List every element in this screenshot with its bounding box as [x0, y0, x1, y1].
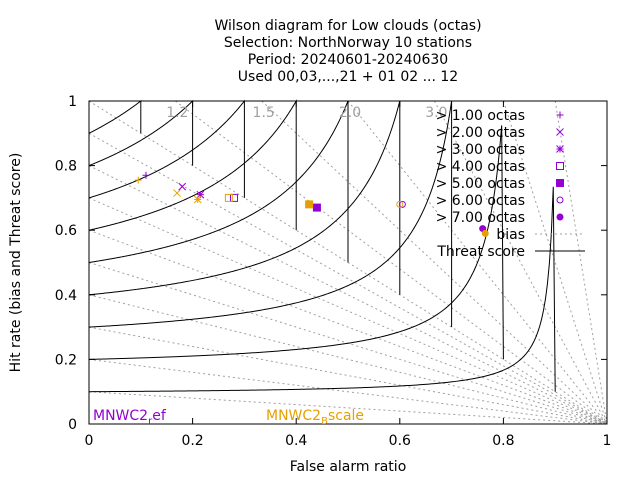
x-tick-label: 0.2 — [181, 433, 203, 449]
threat-score-curve — [88, 100, 349, 264]
y-axis-label: Hit rate (bias and Threat score) — [8, 153, 24, 373]
x-tick-label: 0.6 — [389, 433, 411, 449]
bias-line — [175, 100, 608, 425]
bias-line — [88, 197, 608, 425]
model-label: MNWC2Bscale — [266, 408, 364, 427]
legend-entry: > 3.00 octas — [436, 142, 525, 158]
point-marker-open-square — [230, 193, 239, 202]
y-tick-label: 1 — [68, 94, 77, 110]
threat-score-lines — [88, 99, 556, 393]
x-axis-label: False alarm ratio — [290, 459, 407, 475]
x-tick-label: 0 — [85, 433, 94, 449]
bias-label: 1.5 — [253, 105, 275, 121]
plot-frame — [88, 100, 608, 425]
bias-line — [433, 100, 608, 425]
point-marker-filled-circle — [556, 213, 564, 221]
chart-title: Wilson diagram for Low clouds (octas)Sel… — [214, 18, 481, 85]
model-labels: MNWC2ref MNWC2Bscale — [93, 408, 364, 427]
y-tick-label: 0.6 — [55, 223, 77, 239]
point-marker-plus — [134, 176, 142, 184]
y-tick-label: 0.4 — [55, 288, 77, 304]
legend-entry: > 4.00 octas — [436, 159, 525, 175]
threat-score-curve — [88, 101, 556, 393]
legend-entry: > 2.00 octas — [436, 125, 525, 141]
x-tick-label: 1 — [603, 433, 612, 449]
point-marker-open-square — [224, 193, 233, 202]
point-marker-cross — [556, 128, 564, 136]
threat-score-curve — [88, 99, 245, 199]
model-label: MNWC2ref — [93, 408, 167, 427]
point-marker-open-circle — [398, 200, 406, 208]
bias-line — [88, 132, 608, 425]
title-line: Used 00,03,...,21 + 01 02 ... 12 — [238, 69, 458, 85]
point-marker-plus — [142, 171, 150, 179]
bias-line — [88, 165, 608, 425]
y-tick-label: 0.8 — [55, 159, 77, 175]
bias-label: 1.2 — [166, 105, 188, 121]
bias-line — [88, 358, 608, 425]
threat-score-curve — [88, 100, 453, 328]
bias-label: 3.0 — [425, 105, 447, 121]
threat-score-curve — [88, 101, 504, 360]
threat-score-curve — [88, 100, 401, 296]
point-marker-cross — [173, 189, 181, 197]
point-marker-open-circle — [396, 200, 404, 208]
legend: > 1.00 octas> 2.00 octas> 3.00 octas> 4.… — [436, 108, 585, 260]
bias-line — [88, 391, 608, 425]
data-points — [134, 171, 489, 237]
legend-bias: bias — [496, 227, 525, 243]
threat-score-curve — [88, 99, 142, 135]
threat-score-curve — [88, 99, 194, 167]
axis-ticks: 0 0.2 0.4 0.6 0.8 1 0 0.2 0.4 0.6 0.8 1 — [55, 94, 612, 449]
legend-entry: > 7.00 octas — [436, 210, 525, 226]
x-tick-label: 0.8 — [492, 433, 514, 449]
point-marker-star — [193, 195, 202, 204]
point-marker-filled-square — [305, 200, 314, 209]
bias-labels: 1.2 1.5 2.0 3.0 — [166, 105, 447, 121]
legend-entry: > 5.00 octas — [436, 176, 525, 192]
legend-entry: > 1.00 octas — [436, 108, 525, 124]
point-marker-filled-square — [312, 203, 321, 212]
y-tick-label: 0 — [68, 417, 77, 433]
title-line: Selection: NorthNorway 10 stations — [224, 35, 472, 51]
point-marker-plus — [556, 111, 564, 119]
bias-line — [261, 100, 608, 425]
bias-line — [88, 229, 608, 425]
title-line: Wilson diagram for Low clouds (octas) — [214, 18, 481, 34]
legend-entry: > 6.00 octas — [436, 193, 525, 209]
bias-label: 2.0 — [339, 105, 361, 121]
point-marker-open-circle — [556, 196, 564, 204]
title-line: Period: 20240601-20240630 — [248, 52, 448, 68]
bias-line — [502, 100, 608, 425]
bias-line — [347, 100, 608, 425]
threat-score-curve — [88, 99, 297, 231]
point-marker-filled-square — [556, 179, 564, 187]
point-marker-filled-circle — [481, 229, 489, 237]
legend-threat: Threat score — [436, 244, 525, 260]
y-tick-label: 0.2 — [55, 352, 77, 368]
point-marker-star — [556, 145, 564, 153]
bias-line — [88, 294, 608, 425]
point-marker-cross — [178, 182, 187, 191]
x-tick-label: 0.4 — [285, 433, 307, 449]
point-marker-open-square — [556, 162, 564, 170]
